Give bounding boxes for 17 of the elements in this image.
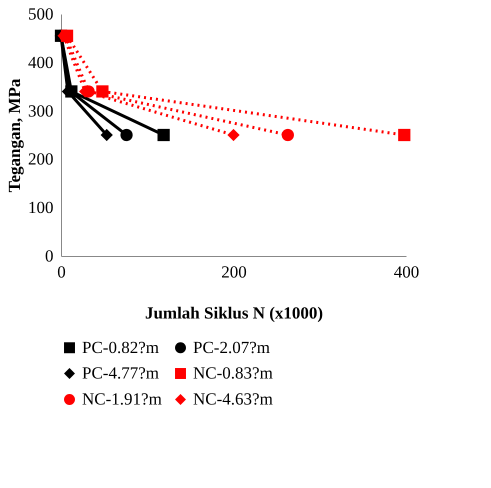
legend-label: NC-1.91?m bbox=[82, 390, 162, 408]
y-axis-title: Tegangan, MPa bbox=[5, 78, 24, 192]
x-tick-label: 400 bbox=[394, 262, 420, 282]
legend-label: PC-4.77?m bbox=[82, 364, 159, 382]
y-tick-label: 300 bbox=[28, 101, 54, 120]
y-tick-label: 100 bbox=[28, 198, 54, 218]
x-axis-title: Jumlah Siklus N (x1000) bbox=[144, 304, 324, 322]
y-tick-label: 500 bbox=[28, 4, 54, 24]
legend-label: NC-4.63?m bbox=[193, 390, 273, 408]
legend-label: NC-0.83?m bbox=[193, 364, 273, 382]
x-tick-label: 200 bbox=[221, 262, 247, 282]
legend-label: PC-0.82?m bbox=[82, 338, 159, 357]
y-tick-label: 200 bbox=[28, 150, 54, 169]
y-tick-label: 400 bbox=[28, 52, 54, 72]
x-tick-label: 0 bbox=[57, 262, 66, 282]
legend-label: PC-2.07?m bbox=[193, 338, 270, 357]
y-tick-label: 0 bbox=[45, 246, 54, 266]
